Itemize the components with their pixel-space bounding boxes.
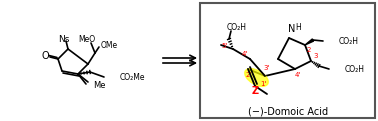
Text: 5': 5': [222, 43, 228, 49]
Text: Ns: Ns: [58, 34, 70, 44]
Text: H: H: [295, 23, 301, 33]
Text: MeO: MeO: [79, 34, 96, 44]
Text: 3: 3: [314, 53, 318, 59]
Text: (−)-Domoic Acid: (−)-Domoic Acid: [248, 106, 328, 116]
Text: 4': 4': [242, 51, 248, 57]
Text: CO₂H: CO₂H: [339, 37, 359, 45]
Ellipse shape: [245, 69, 268, 86]
Text: Me: Me: [93, 82, 105, 91]
Text: 2': 2': [246, 72, 252, 78]
Text: 4': 4': [295, 72, 301, 78]
Text: Z: Z: [251, 86, 259, 96]
FancyBboxPatch shape: [200, 3, 375, 118]
Text: 2: 2: [307, 47, 311, 53]
Text: N: N: [288, 24, 296, 34]
Text: O: O: [41, 51, 49, 61]
Text: OMe: OMe: [101, 41, 118, 49]
Text: CO₂Me: CO₂Me: [120, 72, 146, 82]
Text: CO₂H: CO₂H: [345, 64, 365, 73]
Text: CO₂H: CO₂H: [227, 23, 247, 31]
Text: 1': 1': [260, 81, 266, 87]
Polygon shape: [305, 39, 314, 45]
Text: 3': 3': [264, 65, 270, 71]
